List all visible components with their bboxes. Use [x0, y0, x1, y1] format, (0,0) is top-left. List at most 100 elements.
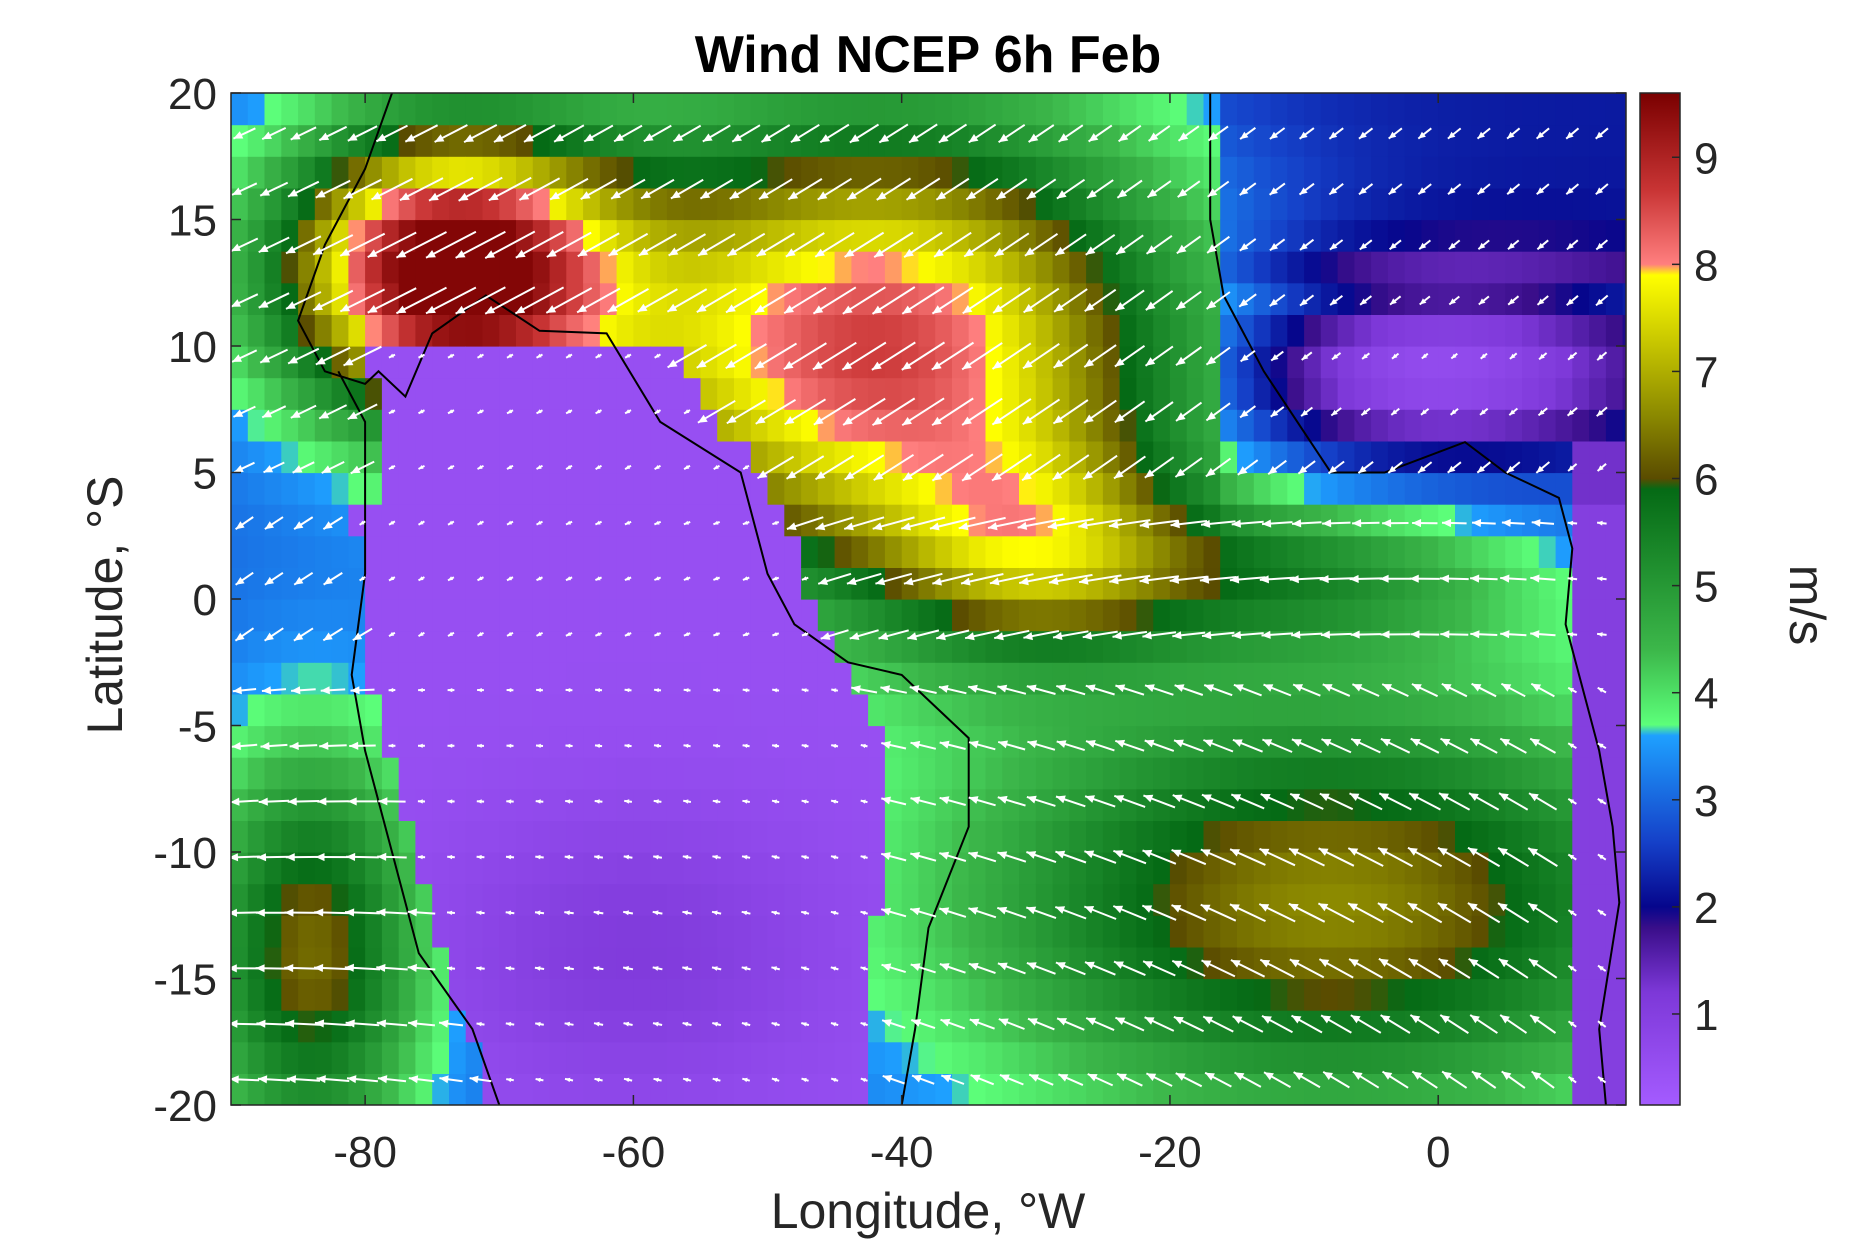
speed-cell	[432, 377, 450, 410]
speed-cell	[767, 1041, 785, 1074]
speed-cell	[767, 346, 785, 379]
wind-arrow	[261, 686, 287, 695]
speed-cell	[465, 1073, 484, 1105]
wind-arrow	[1201, 631, 1235, 640]
speed-cell	[1287, 852, 1305, 885]
speed-cell	[1069, 251, 1087, 284]
wind-arrow	[264, 571, 284, 586]
speed-cell	[666, 535, 685, 568]
speed-cell	[1471, 599, 1490, 632]
speed-cell	[1371, 346, 1389, 379]
speed-cell	[1320, 282, 1339, 315]
speed-cell	[1404, 852, 1423, 885]
speed-cell	[901, 93, 920, 126]
speed-cell	[666, 472, 685, 505]
speed-cell	[516, 915, 534, 948]
speed-cell	[1522, 472, 1540, 505]
speed-cell	[1538, 377, 1557, 410]
speed-cell	[868, 946, 886, 980]
wind-arrow	[683, 464, 691, 470]
speed-cell	[1455, 251, 1473, 284]
speed-cell	[1522, 978, 1540, 1011]
speed-cell	[616, 662, 634, 695]
speed-cell	[1488, 440, 1506, 474]
wind-arrow	[1567, 576, 1578, 582]
wind-arrow	[624, 409, 632, 415]
wind-arrow	[536, 464, 543, 470]
wind-arrow	[640, 178, 675, 200]
speed-cell	[1002, 852, 1020, 885]
wind-arrow	[682, 966, 693, 971]
speed-cell	[1086, 915, 1104, 948]
speed-cell	[1102, 251, 1121, 284]
wind-arrow	[1299, 238, 1315, 251]
speed-cell	[1203, 820, 1221, 853]
speed-cell	[1002, 472, 1020, 505]
speed-cell	[717, 757, 735, 790]
speed-cell	[650, 915, 668, 948]
speed-cell	[985, 535, 1003, 568]
speed-cell	[247, 472, 266, 505]
wind-arrow	[1202, 1015, 1234, 1033]
speed-cell	[381, 567, 400, 600]
speed-cell	[817, 599, 836, 632]
speed-cell	[231, 187, 249, 221]
speed-cell	[666, 156, 685, 189]
wind-arrow	[1206, 291, 1231, 310]
speed-cell	[247, 725, 266, 758]
speed-cell	[231, 440, 249, 474]
wind-arrow	[1229, 848, 1266, 866]
wind-arrow	[565, 688, 573, 693]
wind-arrow	[1565, 127, 1580, 140]
speed-cell	[1102, 599, 1121, 632]
speed-cell	[264, 1010, 282, 1043]
wind-arrow	[258, 292, 290, 309]
wind-arrow	[1207, 125, 1229, 142]
speed-cell	[1455, 1041, 1473, 1074]
speed-cell	[633, 187, 651, 221]
speed-cell	[365, 662, 383, 695]
speed-cell	[666, 788, 685, 821]
speed-cell	[1320, 915, 1339, 948]
wind-arrow	[713, 632, 721, 637]
wind-arrow	[929, 516, 976, 531]
speed-cell	[281, 124, 299, 157]
speed-cell	[1622, 820, 1626, 853]
wind-arrow	[1535, 127, 1550, 140]
speed-cell	[432, 725, 450, 758]
speed-cell	[1337, 409, 1355, 442]
speed-cell	[1555, 1073, 1573, 1105]
speed-cell	[734, 788, 752, 821]
speed-cell	[449, 978, 467, 1011]
speed-cell	[1253, 472, 1272, 505]
speed-cell	[298, 820, 316, 853]
wind-arrow	[783, 342, 827, 371]
speed-cell	[549, 440, 567, 474]
speed-cell	[1287, 1073, 1305, 1105]
speed-cell	[1455, 219, 1473, 252]
wind-arrow	[535, 799, 544, 804]
speed-cell	[952, 282, 970, 315]
speed-cell	[1488, 346, 1506, 379]
speed-cell	[683, 251, 702, 284]
wind-arrow	[785, 232, 825, 258]
speed-cell	[1253, 567, 1272, 600]
speed-cell	[1538, 504, 1557, 537]
speed-cell	[298, 978, 316, 1011]
speed-cell	[1102, 978, 1121, 1011]
speed-cell	[884, 1010, 903, 1043]
speed-cell	[834, 314, 852, 347]
x-tick-label: -60	[602, 1128, 666, 1177]
wind-arrow	[261, 126, 287, 141]
speed-cell	[851, 978, 869, 1011]
wind-arrow	[1536, 239, 1549, 251]
speed-cell	[247, 1041, 266, 1074]
speed-cell	[298, 409, 316, 442]
speed-cell	[1035, 693, 1054, 727]
speed-cell	[1404, 187, 1423, 221]
speed-cell	[398, 156, 417, 189]
speed-cell	[583, 852, 601, 885]
speed-cell	[1153, 693, 1171, 727]
wind-arrow	[1360, 407, 1371, 416]
